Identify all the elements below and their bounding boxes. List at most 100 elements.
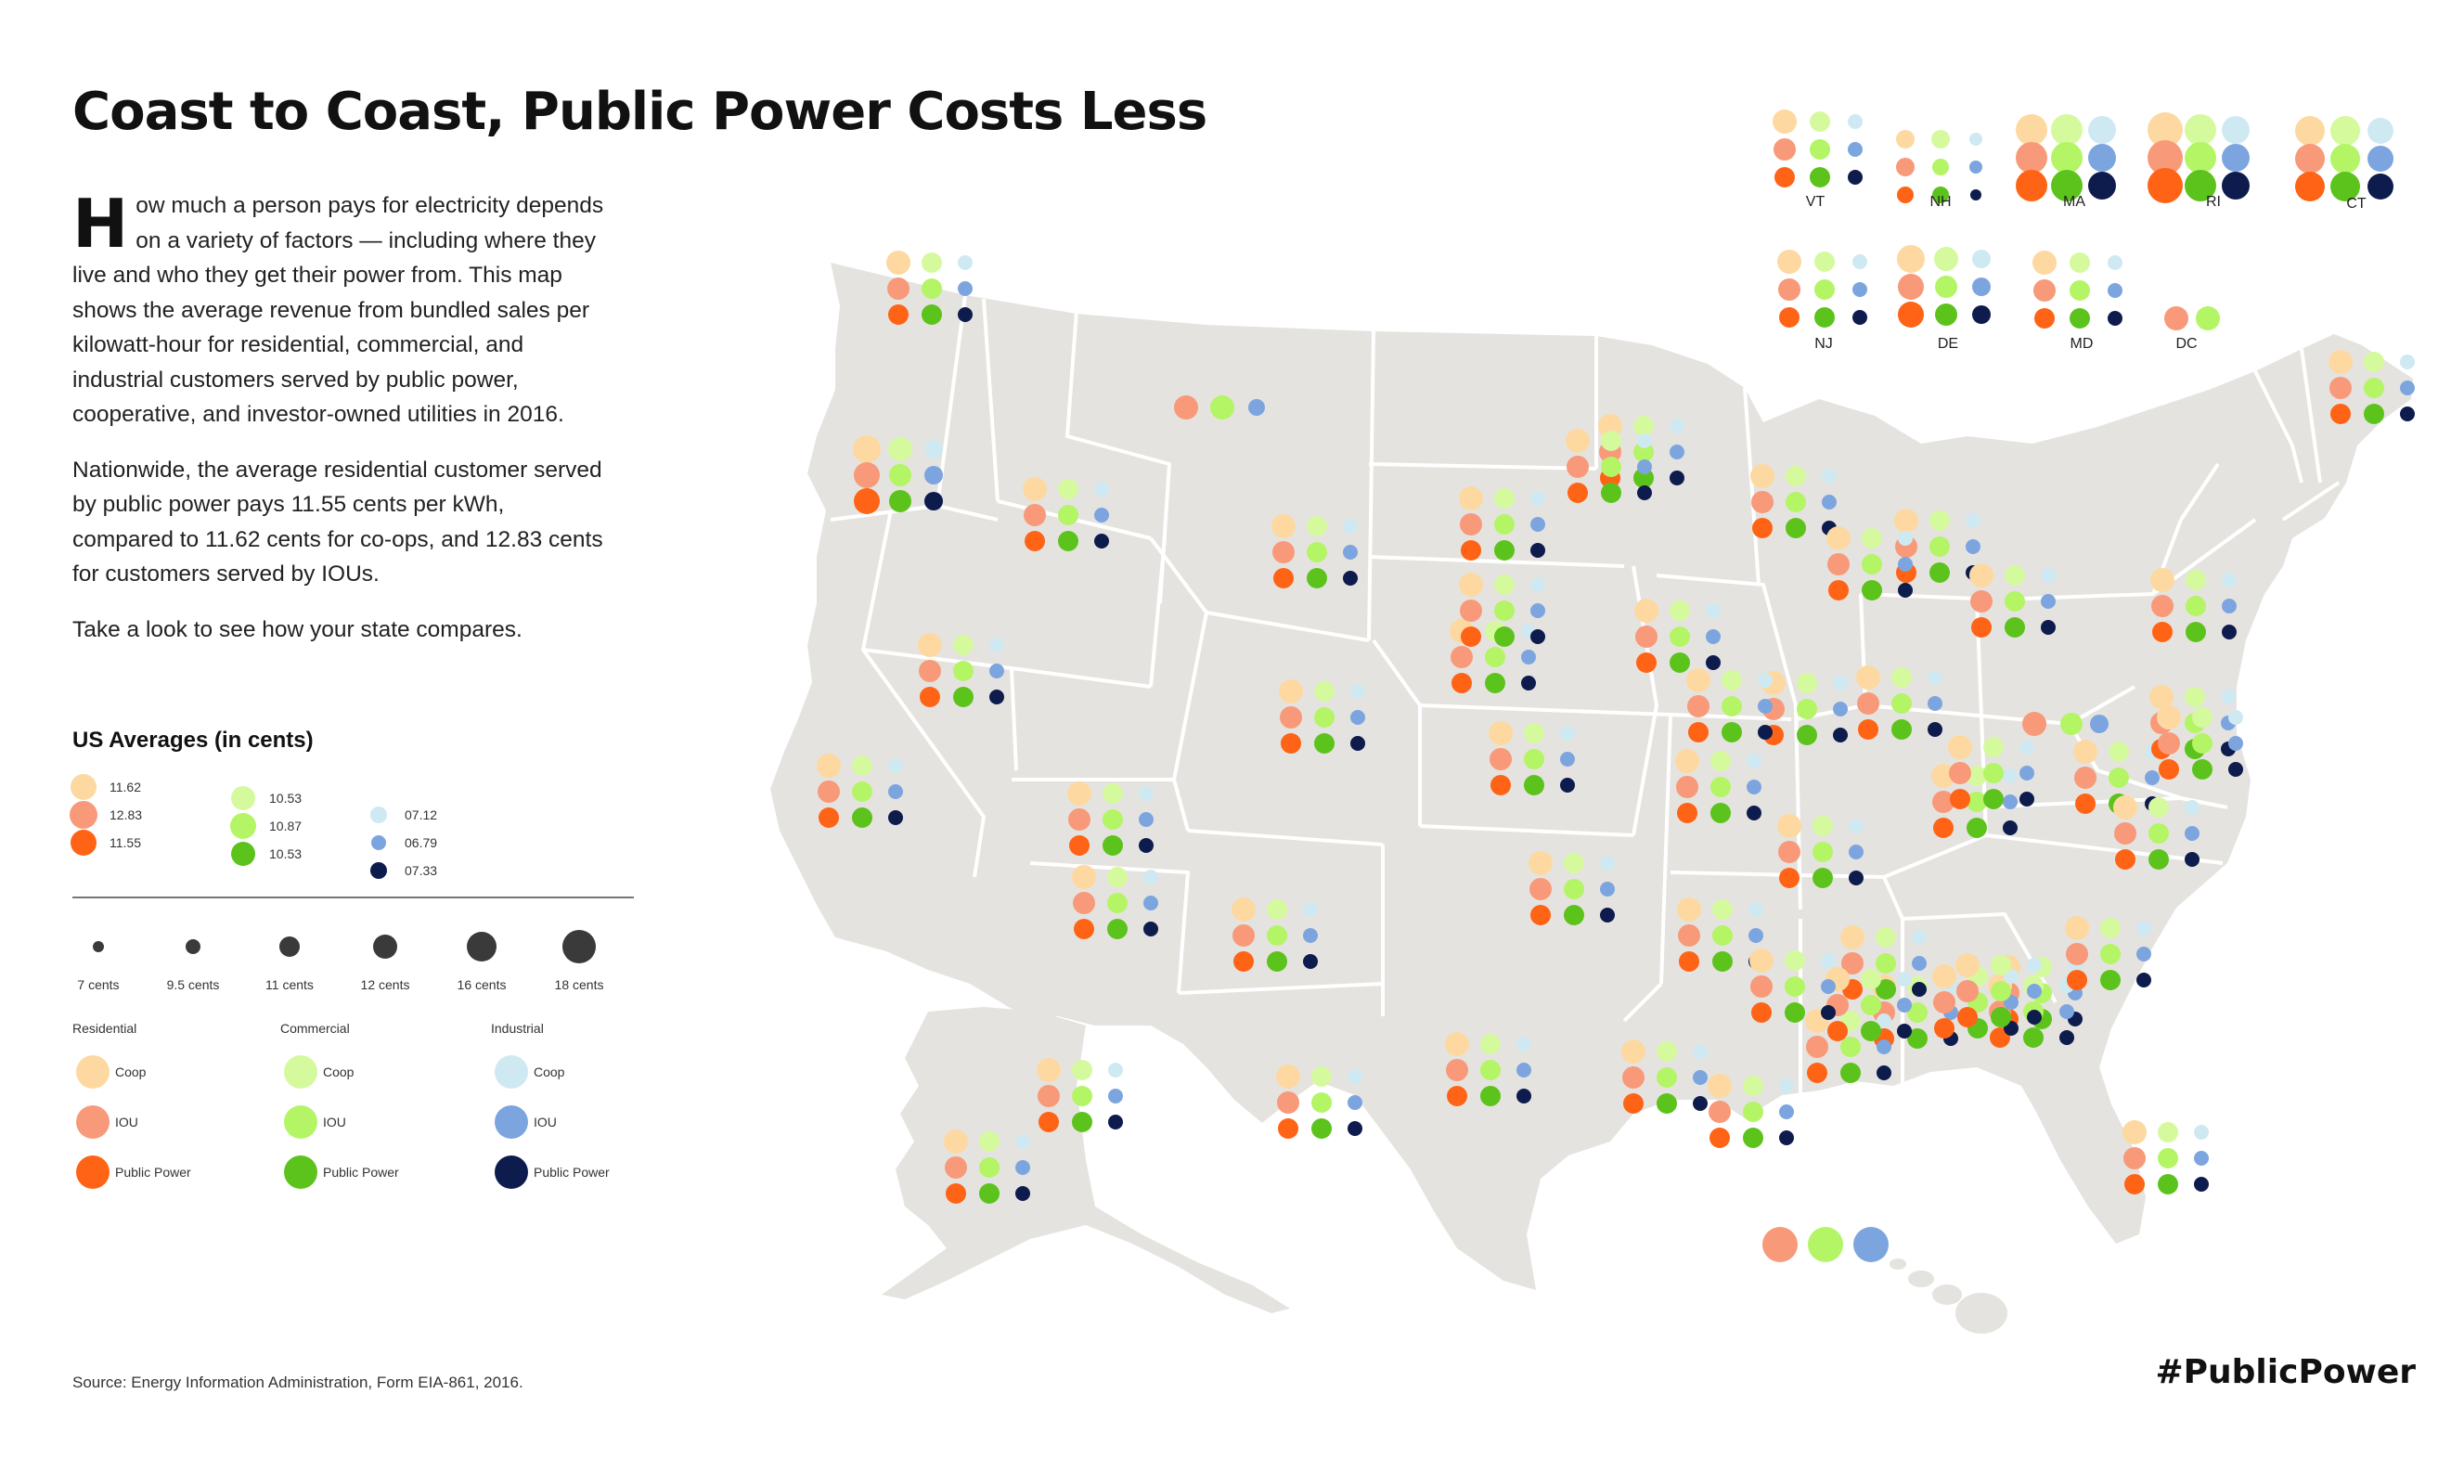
state-value-bubble xyxy=(2005,591,2025,612)
state-bubble-cluster xyxy=(2032,251,2122,329)
average-bubble xyxy=(371,835,386,850)
state-value-bubble xyxy=(1108,1115,1123,1129)
state-value-bubble xyxy=(1932,964,1956,988)
state-value-bubble xyxy=(1935,303,1957,326)
state-value-bubble xyxy=(1807,1063,1827,1083)
state-value-bubble xyxy=(1307,568,1327,588)
state-value-bubble xyxy=(1280,706,1302,729)
state-value-bubble xyxy=(1566,429,1590,453)
state-bubble-cluster xyxy=(853,435,943,514)
state-value-bubble xyxy=(2100,970,2121,990)
state-value-bubble xyxy=(818,781,840,803)
state-value-bubble xyxy=(1094,482,1109,497)
state-value-bubble xyxy=(2185,170,2216,201)
state-value-bubble xyxy=(1693,1096,1708,1111)
state-value-bubble xyxy=(1485,673,1505,693)
state-value-bubble xyxy=(2196,306,2220,330)
state-value-bubble xyxy=(1530,517,1545,532)
state-border-line xyxy=(1743,387,1761,586)
state-value-bubble xyxy=(1929,536,1950,557)
state-value-bubble xyxy=(2003,794,2018,809)
state-value-bubble xyxy=(819,807,839,828)
state-value-bubble xyxy=(2157,705,2181,729)
alaska-landmass xyxy=(882,1007,1290,1313)
state-value-bubble xyxy=(1969,161,1982,174)
state-value-bubble xyxy=(1778,841,1800,863)
state-value-bubble xyxy=(1139,812,1154,827)
state-value-bubble xyxy=(2016,170,2047,201)
state-value-bubble xyxy=(1210,395,1234,419)
state-value-bubble xyxy=(2123,1147,2146,1169)
state-value-bubble xyxy=(2016,114,2047,146)
state-value-bubble xyxy=(1777,250,1801,274)
state-value-bubble xyxy=(1810,139,1830,160)
us-averages-title: US Averages (in cents) xyxy=(72,728,314,753)
state-value-bubble xyxy=(1675,749,1699,773)
state-value-bubble xyxy=(2149,685,2174,709)
state-value-bubble xyxy=(1107,919,1128,939)
state-value-bubble xyxy=(2158,1174,2178,1194)
state-value-bubble xyxy=(1877,1039,1891,1054)
state-bubble-cluster xyxy=(1840,925,1927,1000)
state-value-bubble xyxy=(1314,681,1335,702)
state-value-bubble xyxy=(945,1156,967,1179)
state-bubble-cluster xyxy=(2295,116,2393,201)
state-value-bubble xyxy=(1494,574,1515,595)
state-value-bubble xyxy=(1955,953,1980,977)
state-bubble-groups xyxy=(817,110,2415,1262)
state-value-bubble xyxy=(2051,114,2083,146)
average-value: 12.83 xyxy=(110,807,142,822)
state-value-bubble xyxy=(1459,573,1483,597)
state-value-bubble xyxy=(1932,791,1954,813)
state-value-bubble xyxy=(1037,1058,1061,1082)
state-value-bubble xyxy=(1529,851,1553,875)
hawaii-island xyxy=(1908,1271,1934,1287)
state-bubble-cluster xyxy=(1023,477,1109,551)
state-bubble-cluster xyxy=(1805,1009,1891,1083)
state-value-bubble xyxy=(1858,719,1878,740)
legend-type-label: Coop xyxy=(115,1065,147,1079)
state-value-bubble xyxy=(1015,1134,1030,1149)
state-value-bubble xyxy=(1896,130,1915,148)
state-value-bubble xyxy=(946,1183,966,1204)
state-value-bubble xyxy=(1722,670,1742,690)
state-bubble-cluster xyxy=(1634,599,1721,673)
state-value-bubble xyxy=(1350,684,1365,699)
state-bubble-cluster xyxy=(1749,948,1836,1023)
state-value-bubble xyxy=(2228,710,2243,725)
size-scale-label: 7 cents xyxy=(77,977,119,992)
state-value-bubble xyxy=(1622,1066,1645,1089)
state-value-bubble xyxy=(2065,916,2089,940)
state-value-bubble xyxy=(1970,189,1981,200)
state-value-bubble xyxy=(2295,144,2325,174)
state-value-bubble xyxy=(1058,505,1078,525)
state-value-bubble xyxy=(2194,1177,2209,1192)
state-value-bubble xyxy=(2158,1148,2178,1168)
state-value-bubble xyxy=(1521,676,1536,690)
state-value-bubble xyxy=(1898,274,1924,300)
state-value-bubble xyxy=(2136,947,2151,961)
legend-type-label: IOU xyxy=(323,1115,346,1129)
state-value-bubble xyxy=(2075,794,2096,814)
legend-divider xyxy=(72,897,634,898)
state-value-bubble xyxy=(1929,562,1950,583)
state-value-bubble xyxy=(1934,1018,1954,1039)
state-border-line xyxy=(982,298,1000,502)
state-label: CT xyxy=(2346,196,2367,212)
state-value-bubble xyxy=(1248,399,1265,416)
state-value-bubble xyxy=(1072,865,1096,889)
average-value: 10.53 xyxy=(269,791,302,806)
state-value-bubble xyxy=(1876,979,1896,1000)
state-value-bubble xyxy=(1969,133,1982,146)
state-value-bubble xyxy=(2148,823,2169,844)
state-value-bubble xyxy=(979,1157,1000,1178)
state-value-bubble xyxy=(2070,252,2090,273)
state-value-bubble xyxy=(1862,580,1882,600)
state-value-bubble xyxy=(1748,902,1763,917)
state-value-bubble xyxy=(1898,302,1924,328)
state-value-bubble xyxy=(919,660,941,682)
legend-type-label: Public Power xyxy=(534,1165,610,1180)
state-value-bubble xyxy=(2185,852,2200,867)
state-value-bubble xyxy=(1311,1118,1332,1139)
state-value-bubble xyxy=(1747,806,1761,820)
